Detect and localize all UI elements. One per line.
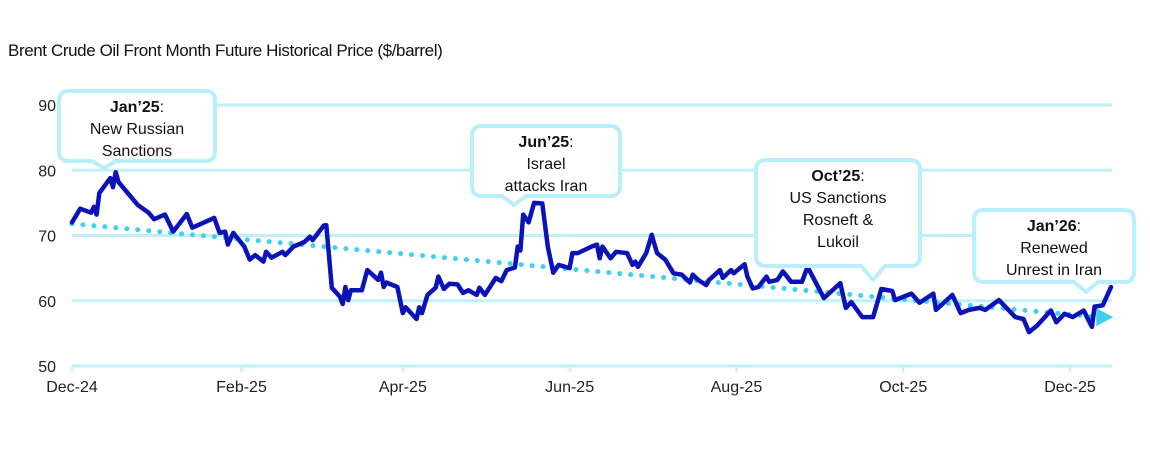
x-tick-label: Jun-25 — [545, 379, 594, 396]
callout-date: Oct’25 — [811, 168, 860, 185]
x-tick-label: Feb-25 — [216, 379, 267, 396]
callout-text: US Sanctions — [790, 190, 887, 207]
callout-date: Jan’26 — [1027, 218, 1077, 235]
trend-line — [69, 221, 1114, 327]
trend-arrowhead — [1096, 308, 1114, 327]
callout-box — [57, 89, 217, 170]
callout-heading: Jan’25: — [110, 99, 164, 116]
callout-oct25: Oct’25: US Sanctions Rosneft & Lukoil — [754, 158, 922, 282]
callout-date: Jun’25 — [518, 134, 569, 151]
callout-heading: Jan’26: — [1027, 218, 1081, 235]
y-tick-label: 90 — [38, 98, 56, 115]
callout-heading: Jun’25: — [518, 134, 573, 151]
x-tick-label: Dec-24 — [46, 379, 98, 396]
x-axis: Dec-24 Feb-25 Apr-25 Jun-25 Aug-25 Oct-25 Dec-… — [46, 366, 1096, 396]
callout-jan25: Jan’25: New Russian Sanctions — [57, 89, 217, 170]
annotations: Jan’25: New Russian Sanctions Jun’25: Israel… — [57, 89, 1136, 294]
price-line — [69, 169, 1114, 335]
x-tick-label: Aug-25 — [711, 379, 763, 396]
callout-date: Jan’25 — [110, 99, 160, 116]
callout-text: attacks Iran — [505, 178, 588, 195]
callout-jan26: Jan’26: Renewed Unrest in Iran — [972, 208, 1136, 294]
callout-text: Rosneft & — [803, 212, 874, 229]
callout-box — [754, 158, 922, 282]
y-tick-label: 60 — [38, 294, 56, 311]
x-tick-label: Dec-25 — [1044, 379, 1096, 396]
callout-text: Lukoil — [817, 234, 859, 251]
y-axis: 50 60 70 80 90 — [38, 98, 56, 376]
price-series — [69, 169, 1114, 335]
callout-text: Sanctions — [102, 143, 172, 160]
callout-text: Israel — [526, 156, 565, 173]
x-tick-label: Apr-25 — [379, 379, 427, 396]
y-tick-label: 70 — [38, 229, 56, 246]
y-tick-label: 50 — [38, 359, 56, 376]
callout-heading: Oct’25: — [811, 168, 864, 185]
callout-box — [470, 124, 622, 207]
callout-jun25: Jun’25: Israel attacks Iran — [470, 124, 622, 207]
y-tick-label: 80 — [38, 163, 56, 180]
trend-dotted-line — [69, 221, 1101, 320]
callout-text: Unrest in Iran — [1006, 262, 1102, 279]
x-tick-label: Oct-25 — [879, 379, 927, 396]
callout-text: Renewed — [1020, 240, 1088, 257]
callout-text: New Russian — [90, 121, 184, 138]
chart-title: Brent Crude Oil Front Month Future Histo… — [8, 41, 442, 60]
callout-box — [972, 208, 1136, 294]
